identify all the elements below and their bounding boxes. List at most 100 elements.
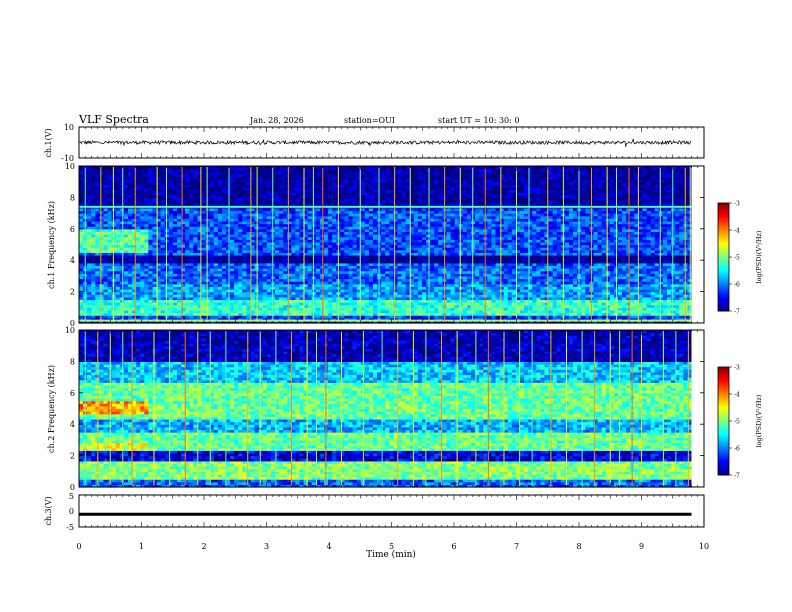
spectrogram-cell — [221, 249, 227, 253]
spectrogram-cell — [107, 213, 113, 217]
spectrogram-cell — [144, 270, 150, 274]
spectrogram-cell — [185, 200, 190, 204]
spectrogram-cell — [128, 262, 133, 267]
spectrogram-cell — [132, 278, 137, 282]
spectrogram-cell — [99, 294, 105, 298]
spectrogram-cell — [352, 265, 358, 269]
spectrogram-cell — [344, 239, 350, 243]
spectrogram-cell — [177, 312, 182, 316]
spectrogram-cell — [136, 249, 141, 253]
spectrogram-cell — [115, 254, 121, 259]
spectrogram-cell — [291, 186, 297, 191]
spectrogram-cell — [115, 234, 121, 238]
spectrogram-cell — [226, 286, 231, 290]
spectrogram-cell — [315, 234, 321, 238]
spectrogram-cell — [307, 260, 313, 264]
spectrogram-cell — [123, 254, 129, 259]
spectrogram-cell — [181, 231, 186, 235]
spectrogram-cell — [332, 236, 337, 240]
spectrogram-cell — [299, 265, 305, 269]
spectrogram-cell — [385, 315, 390, 319]
spectrogram-cell — [189, 257, 194, 261]
spectrogram-cell — [193, 213, 199, 217]
spectrogram-cell — [136, 213, 141, 217]
spectrogram-cell — [209, 213, 215, 217]
spectrogram-cell — [291, 218, 297, 222]
spectrogram-cell — [152, 288, 158, 293]
spectrogram-cell — [201, 184, 207, 188]
spectrogram-cell — [262, 320, 268, 324]
spectrogram-cell — [177, 260, 182, 264]
spectrogram-cell — [250, 215, 256, 219]
spectrogram-cell — [303, 200, 309, 204]
spectrogram-cell — [364, 200, 370, 204]
spectrogram-cell — [95, 173, 101, 178]
spectrogram-cell — [238, 228, 243, 233]
spectrogram-cell — [128, 260, 133, 264]
spectrogram-cell — [209, 299, 215, 303]
spectrogram-cell — [401, 223, 407, 227]
spectrogram-cell — [397, 320, 403, 324]
spectrogram-cell — [368, 249, 374, 253]
spectrogram-cell — [393, 304, 399, 308]
spectrogram-cell — [250, 166, 256, 170]
spectrogram-cell — [266, 307, 272, 311]
spectrogram-cell — [205, 317, 211, 321]
spectrogram-cell — [115, 231, 121, 235]
spectrogram-cell — [242, 288, 248, 293]
spectrogram-cell — [356, 257, 362, 261]
spectrogram-cell — [373, 252, 378, 256]
spectrogram-cell — [295, 244, 301, 248]
spectrogram-cell — [356, 236, 362, 240]
spectrogram-cell — [95, 202, 101, 206]
spectrogram-cell — [111, 171, 117, 175]
spectrogram-cell — [95, 213, 101, 217]
spectrogram-cell — [172, 302, 178, 306]
spectrogram-cell — [132, 304, 137, 308]
spectrogram-cell — [279, 257, 284, 261]
spectrogram-cell — [140, 184, 145, 188]
spectrogram-cell — [381, 194, 386, 198]
spectrogram-cell — [389, 239, 395, 243]
spectrogram-cell — [373, 168, 378, 172]
spectrogram-cell — [246, 247, 252, 251]
spectrogram-cell — [172, 226, 178, 230]
spectrogram-cell — [295, 254, 301, 259]
spectrogram-cell — [303, 213, 309, 217]
spectrogram-cell — [111, 283, 117, 287]
spectrogram-cell — [364, 197, 370, 201]
spectrogram-cell — [221, 254, 227, 259]
spectrogram-cell — [87, 312, 92, 316]
spectrogram-cell — [275, 192, 280, 196]
spectrogram-cell — [111, 218, 117, 222]
spectrogram-cell — [209, 312, 215, 316]
spectrogram-cell — [189, 291, 194, 295]
spectrogram-cell — [393, 186, 399, 191]
spectrogram-cell — [87, 228, 92, 233]
spectrogram-cell — [270, 228, 276, 233]
spectrogram-cell — [189, 202, 194, 206]
spectrogram-cell — [226, 189, 231, 193]
spectrogram-cell — [115, 168, 121, 172]
spectrogram-cell — [397, 312, 403, 316]
spectrogram-cell — [152, 315, 158, 319]
spectrogram-cell — [287, 309, 292, 314]
spectrogram-cell — [279, 241, 284, 246]
spectrogram-cell — [328, 239, 333, 243]
spectrogram-cell — [344, 288, 350, 293]
spectrogram-cell — [303, 294, 309, 298]
spectrogram-cell — [230, 173, 235, 178]
spectrogram-cell — [393, 273, 399, 277]
spectrogram-cell — [340, 252, 346, 256]
spectrogram-cell — [238, 241, 243, 246]
spectrogram-cell — [397, 231, 403, 235]
spectrogram-cell — [283, 262, 288, 267]
spectrogram-cell — [262, 309, 268, 314]
spectrogram-cell — [299, 197, 305, 201]
spectrogram-cell — [136, 215, 141, 219]
spectrogram-cell — [344, 215, 350, 219]
spectrogram-cell — [262, 315, 268, 319]
spectrogram-cell — [209, 184, 215, 188]
spectrogram-cell — [197, 186, 203, 191]
spectrogram-cell — [160, 317, 166, 321]
